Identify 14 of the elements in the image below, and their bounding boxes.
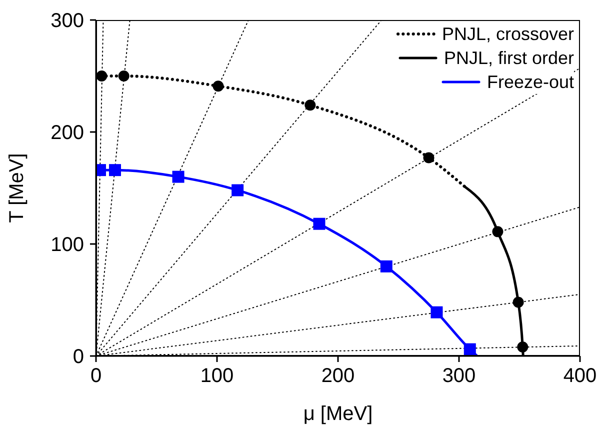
x-tick-label: 400 [563, 365, 597, 388]
y-tick-label: 100 [50, 234, 84, 256]
y-axis-title: T [MeV] [6, 153, 28, 223]
x-tick-label: 100 [200, 365, 234, 388]
x-tick-label: 300 [442, 365, 476, 388]
y-tick-label: 200 [50, 122, 84, 144]
legend-label: Freeze-out [486, 71, 574, 94]
x-axis-title: μ [MeV] [303, 403, 373, 425]
legend-label: PNJL, first order [444, 47, 574, 70]
y-tick-label: 300 [50, 10, 84, 32]
x-tick-label: 0 [90, 365, 102, 388]
x-tick-label: 200 [321, 365, 355, 388]
legend-label: PNJL, crossover [442, 23, 574, 46]
y-tick-label: 0 [72, 346, 84, 368]
